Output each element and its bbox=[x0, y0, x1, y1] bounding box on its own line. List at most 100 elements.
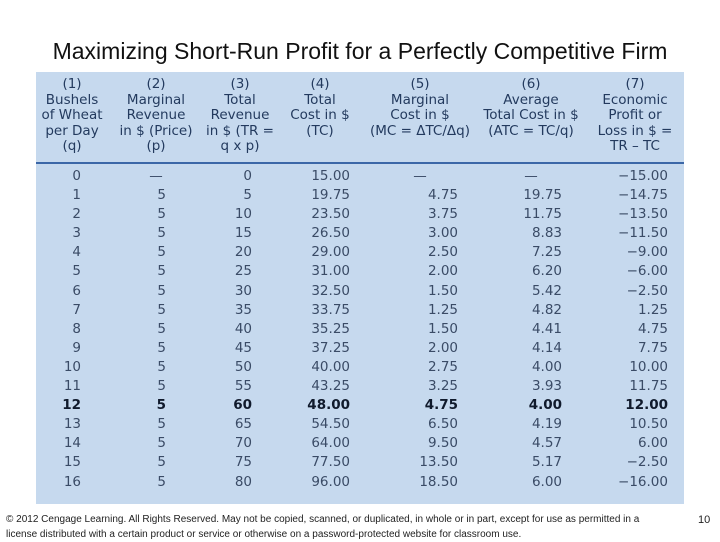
cell-total-cost: 96.00 bbox=[311, 473, 350, 490]
cell-marginal-revenue: 5 bbox=[157, 263, 166, 280]
cell-total-revenue: 10 bbox=[234, 206, 252, 223]
cell-quantity: 13 bbox=[63, 416, 81, 433]
cell-marginal-revenue: 5 bbox=[156, 397, 166, 414]
cell-marginal-cost: 1.50 bbox=[427, 320, 458, 337]
cell-marginal-revenue: 5 bbox=[157, 435, 166, 452]
cell-economic-profit: 1.25 bbox=[637, 301, 668, 318]
cell-marginal-revenue: 5 bbox=[157, 339, 166, 356]
cell-average-total-cost: 4.00 bbox=[531, 358, 562, 375]
table-body: 0—0 15.00— — −15.00 1 5 5 19.75 4.75 19.75 −14.75 2… bbox=[36, 163, 684, 492]
cell-marginal-revenue: 5 bbox=[157, 244, 166, 261]
table-row: 0 — 0 15.00 — — −15.00 bbox=[36, 163, 684, 186]
cell-marginal-revenue: 5 bbox=[157, 454, 166, 471]
cell-quantity: 4 bbox=[72, 244, 81, 261]
table-row: 2 5 10 23.50 3.75 11.75 −13.50 bbox=[36, 205, 684, 224]
cell-average-total-cost: — bbox=[524, 168, 538, 184]
cell-marginal-cost: 2.50 bbox=[427, 244, 458, 261]
cell-total-revenue: 45 bbox=[234, 339, 252, 356]
header-average-total-cost: (6) Average Total Cost in $ (ATC = TC/q) bbox=[476, 72, 586, 164]
header-line: TR – TC bbox=[610, 138, 660, 155]
cell-quantity: 3 bbox=[72, 225, 81, 242]
slide-title: Maximizing Short-Run Profit for a Perfec… bbox=[52, 38, 668, 64]
header-line: (TC) bbox=[306, 122, 334, 139]
cell-economic-profit: 11.75 bbox=[629, 378, 668, 395]
cell-economic-profit: 10.50 bbox=[629, 416, 668, 433]
cell-marginal-revenue: 5 bbox=[157, 473, 166, 490]
cell-marginal-cost: 1.25 bbox=[427, 301, 458, 318]
cell-marginal-cost: 13.50 bbox=[419, 454, 458, 471]
cell-total-cost: 33.75 bbox=[311, 301, 350, 318]
cell-average-total-cost: 4.14 bbox=[531, 339, 562, 356]
cell-average-total-cost: 4.19 bbox=[531, 416, 562, 433]
header-line: Revenue bbox=[210, 107, 270, 124]
cell-total-revenue: 70 bbox=[234, 435, 252, 452]
cell-economic-profit: −9.00 bbox=[626, 244, 668, 261]
cell-marginal-revenue: 5 bbox=[157, 187, 166, 204]
cell-total-revenue: 5 bbox=[243, 187, 252, 204]
copyright-footer: © 2012 Cengage Learning. All Rights Rese… bbox=[6, 514, 640, 540]
header-marginal-cost: (5) Marginal Cost in $ (MC = ΔTC/Δq) bbox=[364, 72, 476, 164]
cell-total-cost: 54.50 bbox=[311, 416, 350, 433]
cell-marginal-revenue: 5 bbox=[157, 320, 166, 337]
cell-marginal-revenue: — bbox=[149, 168, 163, 184]
cell-quantity: 12 bbox=[62, 397, 81, 414]
cell-marginal-revenue: 5 bbox=[157, 416, 166, 433]
cell-total-revenue: 0 bbox=[243, 168, 252, 184]
cell-average-total-cost: 5.42 bbox=[531, 282, 562, 299]
cell-quantity: 11 bbox=[63, 378, 81, 395]
header-line: Revenue bbox=[126, 107, 186, 124]
header-line: (6) bbox=[521, 76, 541, 92]
cell-marginal-revenue: 5 bbox=[157, 301, 166, 318]
profit-table-panel: (1) Bushels of Wheat per Day (q) (2) Marginal R… bbox=[36, 72, 684, 504]
header-line: q x p) bbox=[220, 138, 260, 155]
cell-economic-profit: 12.00 bbox=[625, 397, 668, 414]
header-line: Average bbox=[503, 91, 559, 108]
cell-marginal-cost: 4.75 bbox=[427, 187, 458, 204]
cell-quantity: 14 bbox=[63, 435, 81, 452]
cell-economic-profit: −16.00 bbox=[618, 473, 668, 490]
header-line: of Wheat bbox=[41, 107, 103, 124]
cell-marginal-cost: 3.25 bbox=[427, 378, 458, 395]
cell-total-revenue: 65 bbox=[234, 416, 252, 433]
cell-economic-profit: −2.50 bbox=[626, 282, 668, 299]
cell-quantity: 15 bbox=[63, 454, 81, 471]
header-line: Cost in $ bbox=[290, 107, 350, 124]
cell-economic-profit: −14.75 bbox=[618, 187, 668, 204]
table-row: 9 5 45 37.25 2.00 4.14 7.75 bbox=[36, 339, 684, 358]
table-row: 16 5 80 96.00 18.50 6.00 −16.00 bbox=[36, 473, 684, 492]
header-line: Total Cost in $ bbox=[483, 107, 579, 124]
table-row: 13 5 65 54.50 6.50 4.19 10.50 bbox=[36, 415, 684, 434]
cell-economic-profit: 4.75 bbox=[637, 320, 668, 337]
header-economic-profit: (7) Economic Profit or Loss in $ = TR – TC bbox=[586, 72, 684, 164]
header-line: (7) bbox=[625, 76, 645, 92]
cell-marginal-cost: 2.00 bbox=[427, 263, 458, 280]
header-total-cost: (4) Total Cost in $ (TC) bbox=[276, 72, 364, 164]
cell-quantity: 10 bbox=[63, 358, 81, 375]
cell-economic-profit: −2.50 bbox=[626, 454, 668, 471]
table-row: 5 5 25 31.00 2.00 6.20 −6.00 bbox=[36, 262, 684, 281]
cell-marginal-cost: 3.75 bbox=[427, 206, 458, 223]
table-row: 12 5 60 48.00 4.75 4.00 12.00 bbox=[36, 396, 684, 415]
cell-total-cost: 15.00 bbox=[311, 168, 350, 184]
cell-average-total-cost: 6.00 bbox=[531, 473, 562, 490]
cell-total-cost: 31.00 bbox=[311, 263, 350, 280]
cell-average-total-cost: 4.00 bbox=[528, 397, 562, 414]
cell-total-cost: 35.25 bbox=[311, 320, 350, 337]
cell-total-cost: 23.50 bbox=[311, 206, 350, 223]
cell-total-cost: 40.00 bbox=[311, 358, 350, 375]
cell-total-cost: 48.00 bbox=[307, 397, 350, 414]
cell-total-revenue: 15 bbox=[234, 225, 252, 242]
header-line: Loss in $ = bbox=[597, 122, 673, 139]
header-total-revenue: (3) Total Revenue in $ (TR = q x p) bbox=[204, 72, 276, 164]
cell-total-revenue: 20 bbox=[234, 244, 252, 261]
cell-average-total-cost: 4.57 bbox=[531, 435, 562, 452]
cell-quantity: 1 bbox=[72, 187, 81, 204]
cell-average-total-cost: 4.41 bbox=[531, 320, 562, 337]
header-line: Total bbox=[304, 91, 336, 108]
cell-economic-profit: −11.50 bbox=[618, 225, 668, 242]
cell-quantity: 0 bbox=[72, 168, 81, 184]
cell-total-cost: 64.00 bbox=[311, 435, 350, 452]
table-row: 8 5 40 35.25 1.50 4.41 4.75 bbox=[36, 320, 684, 339]
table-row: 3 5 15 26.50 3.00 8.83 −11.50 bbox=[36, 224, 684, 243]
profit-table: (1) Bushels of Wheat per Day (q) (2) Marginal R… bbox=[36, 72, 684, 492]
